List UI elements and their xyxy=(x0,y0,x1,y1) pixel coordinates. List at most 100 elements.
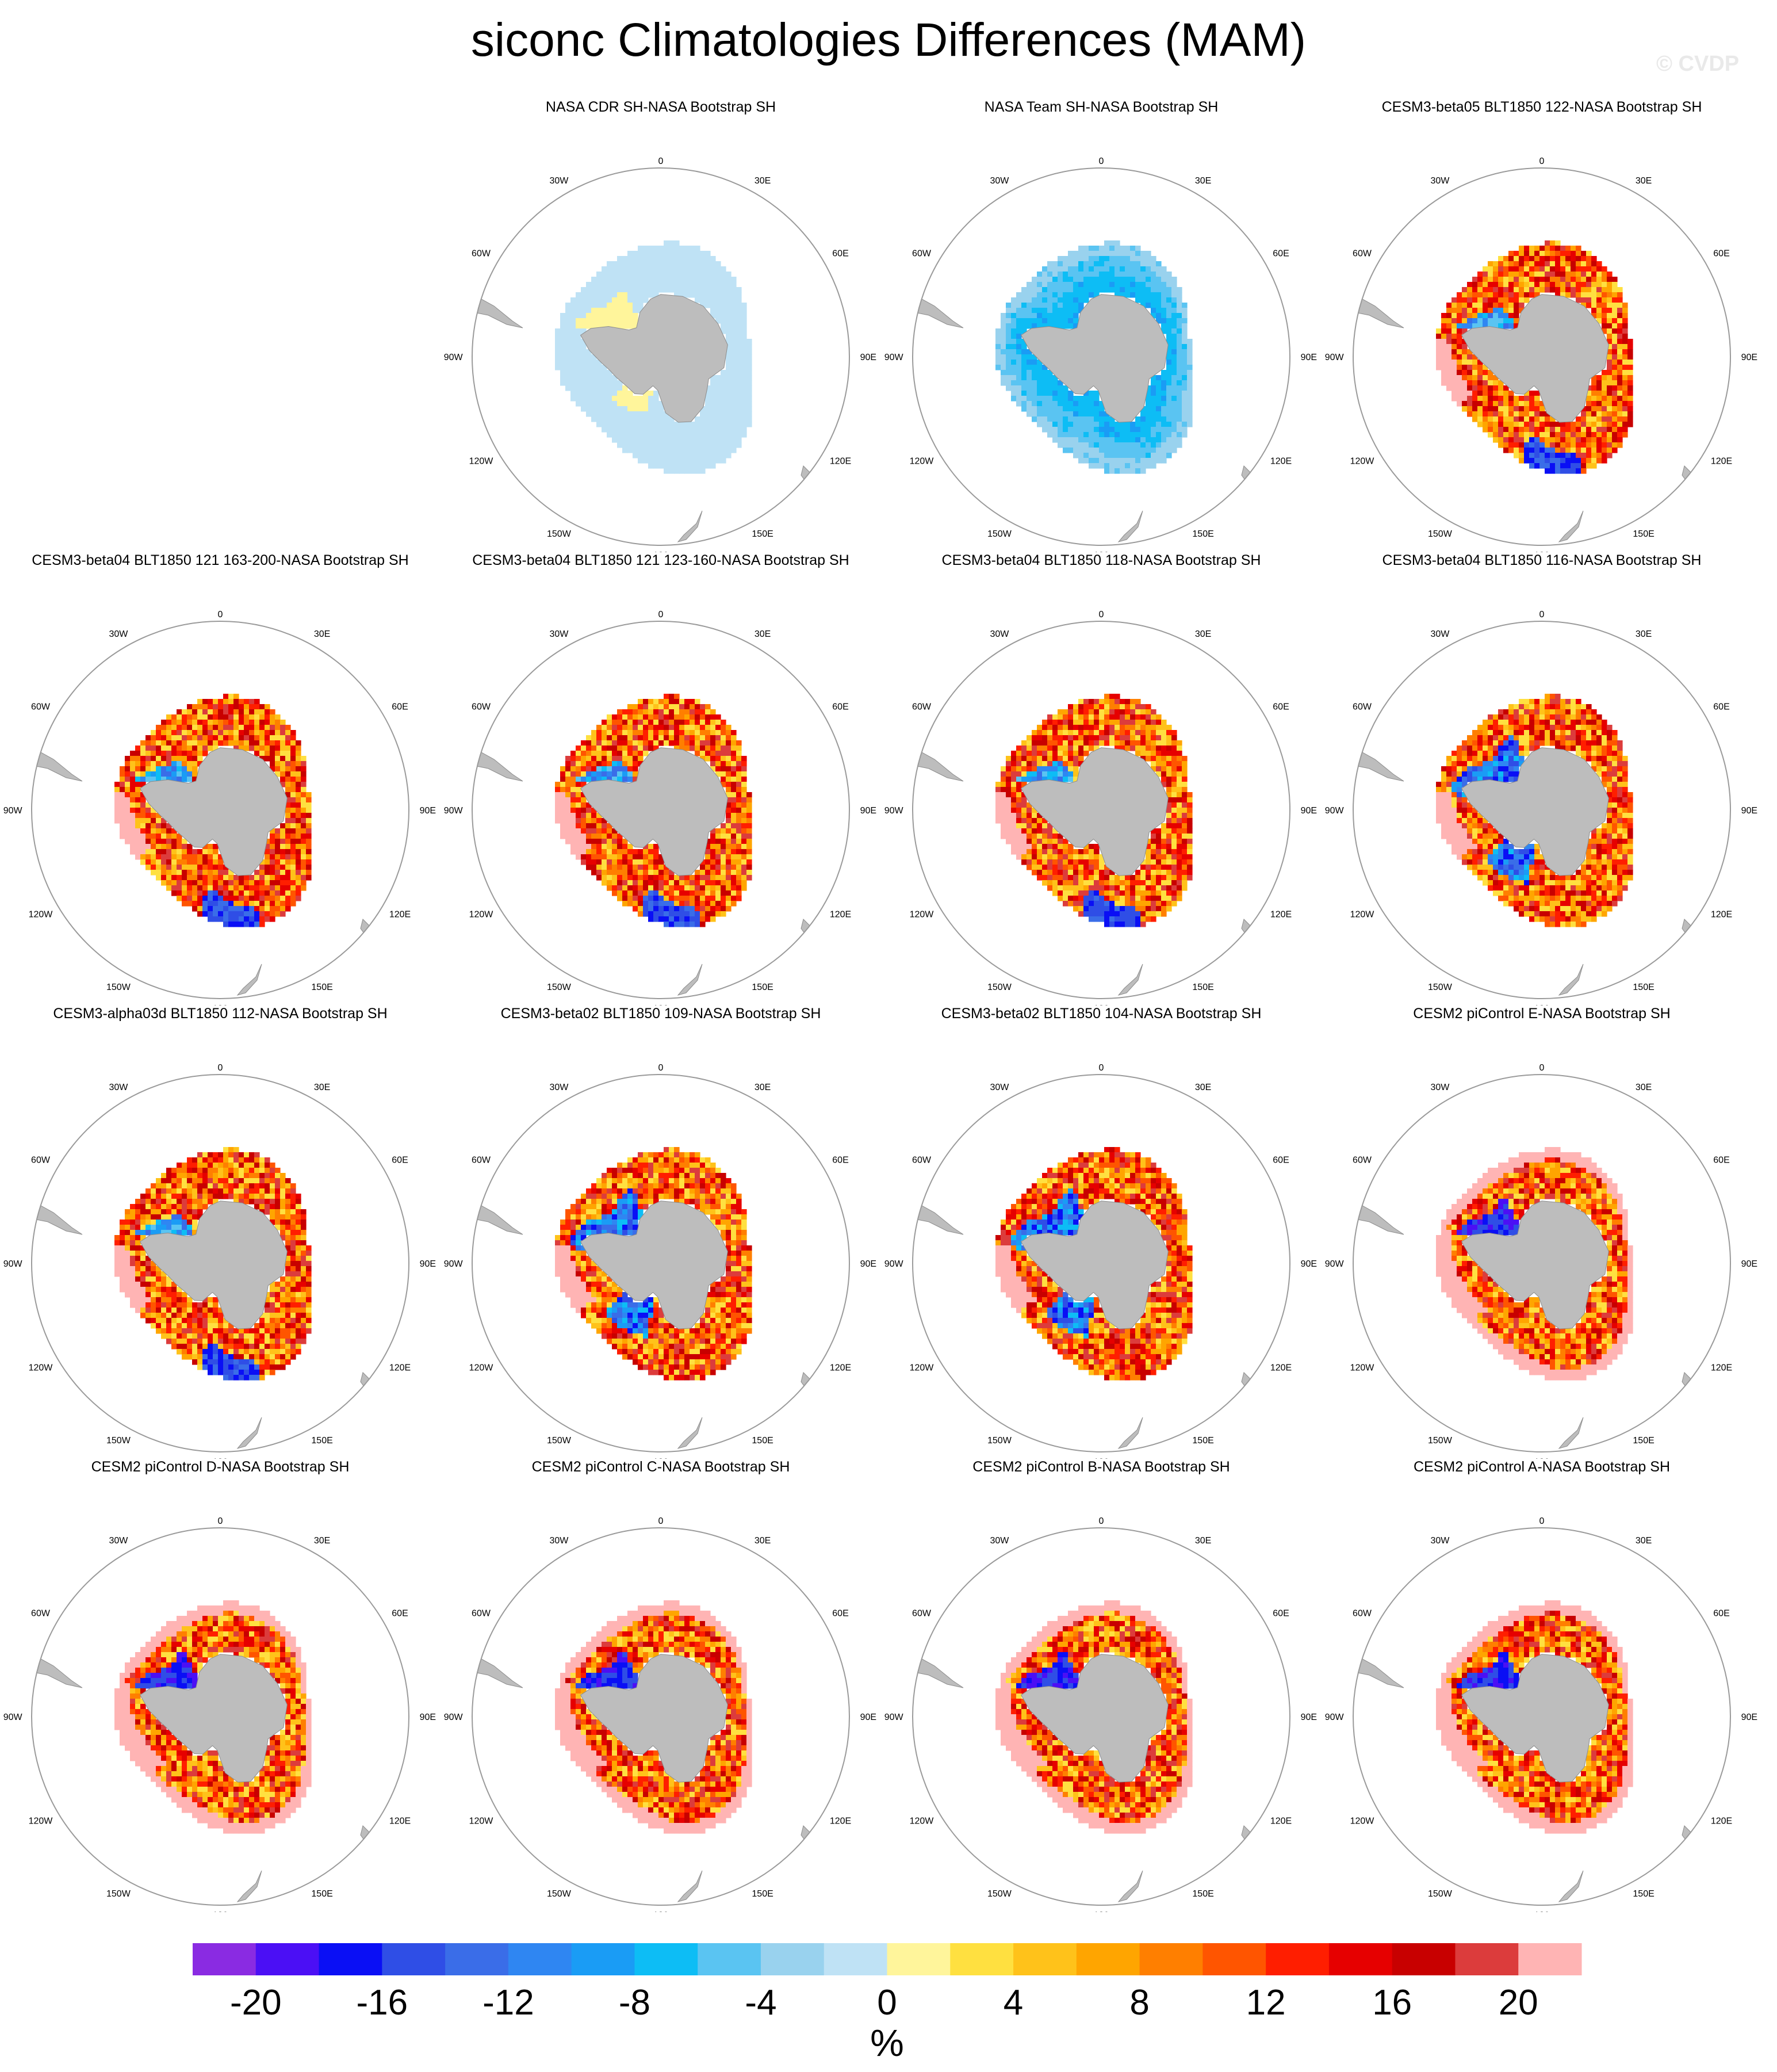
grid-cell xyxy=(1032,766,1037,772)
grid-cell xyxy=(1001,771,1006,777)
grid-cell xyxy=(633,725,638,731)
grid-cell xyxy=(1446,385,1452,391)
grid-cell xyxy=(1032,308,1037,314)
grid-cell xyxy=(280,834,286,839)
grid-cell xyxy=(695,714,700,720)
grid-cell xyxy=(1472,401,1478,407)
grid-cell xyxy=(1617,323,1623,329)
grid-cell xyxy=(285,771,291,777)
grid-cell xyxy=(265,911,270,917)
grid-cell xyxy=(1171,323,1177,329)
grid-cell xyxy=(1001,334,1006,339)
grid-cell xyxy=(705,277,711,282)
grid-cell xyxy=(669,422,675,427)
grid-cell xyxy=(275,865,281,870)
grid-cell xyxy=(710,901,716,907)
grid-cell xyxy=(643,870,649,876)
grid-cell xyxy=(1140,261,1146,267)
grid-cell xyxy=(1617,313,1623,319)
grid-cell xyxy=(1078,432,1084,438)
grid-cell xyxy=(1182,328,1188,334)
grid-cell xyxy=(1156,416,1162,422)
grid-cell xyxy=(1612,354,1618,360)
grid-cell xyxy=(664,448,669,453)
grid-cell xyxy=(622,761,628,767)
grid-cell xyxy=(731,802,737,808)
grid-cell xyxy=(1171,318,1177,324)
grid-cell xyxy=(746,834,752,839)
grid-cell xyxy=(1047,432,1053,438)
grid-cell xyxy=(1120,740,1125,746)
grid-cell xyxy=(700,266,706,272)
grid-cell xyxy=(736,323,742,329)
grid-cell xyxy=(617,401,623,407)
grid-cell xyxy=(1177,354,1182,360)
south-america-landmass xyxy=(32,746,83,782)
grid-cell xyxy=(1166,746,1172,751)
grid-cell xyxy=(555,339,561,345)
grid-cell xyxy=(1550,246,1556,251)
grid-cell xyxy=(223,709,229,715)
grid-cell xyxy=(679,453,685,458)
grid-cell xyxy=(1058,720,1063,725)
grid-cell xyxy=(1099,411,1105,417)
grid-cell xyxy=(1586,401,1592,407)
longitude-label: 180 xyxy=(653,1004,669,1006)
grid-cell xyxy=(617,266,623,272)
grid-cell xyxy=(596,766,602,772)
grid-cell xyxy=(1068,422,1074,427)
grid-cell xyxy=(1006,354,1012,360)
grid-cell xyxy=(166,756,172,762)
grid-cell xyxy=(275,740,281,746)
grid-cell xyxy=(249,740,255,746)
grid-cell xyxy=(674,730,680,736)
grid-cell xyxy=(145,777,151,782)
grid-cell xyxy=(622,416,628,422)
grid-cell xyxy=(1146,720,1151,725)
grid-cell xyxy=(1177,344,1182,350)
grid-cell xyxy=(1503,411,1509,417)
grid-cell xyxy=(679,282,685,288)
grid-cell xyxy=(306,813,312,819)
grid-cell xyxy=(1115,282,1120,288)
grid-cell xyxy=(705,422,711,427)
grid-cell xyxy=(1078,714,1084,720)
grid-cell xyxy=(653,709,659,715)
grid-cell xyxy=(202,911,208,917)
grid-cell xyxy=(1508,411,1514,417)
grid-cell xyxy=(736,854,742,860)
grid-cell xyxy=(602,318,607,324)
grid-cell xyxy=(627,287,633,293)
grid-cell xyxy=(1457,385,1462,391)
grid-cell xyxy=(581,303,587,308)
grid-cell xyxy=(612,437,618,443)
grid-cell xyxy=(125,792,131,798)
grid-cell xyxy=(1539,432,1545,438)
grid-cell xyxy=(633,416,638,422)
grid-cell xyxy=(622,865,628,870)
grid-cell xyxy=(617,323,623,329)
grid-cell xyxy=(586,771,592,777)
grid-cell xyxy=(576,292,581,298)
grid-cell xyxy=(1109,458,1115,464)
grid-cell xyxy=(736,834,742,839)
grid-cell xyxy=(1161,266,1167,272)
grid-cell xyxy=(1052,416,1058,422)
grid-cell xyxy=(1115,453,1120,458)
grid-cell xyxy=(1094,432,1100,438)
grid-cell xyxy=(570,323,576,329)
grid-cell xyxy=(617,709,623,715)
grid-cell xyxy=(1027,354,1032,360)
grid-cell xyxy=(1529,416,1535,422)
grid-cell xyxy=(1519,422,1525,427)
grid-cell xyxy=(560,766,566,772)
grid-cell xyxy=(1125,287,1131,293)
grid-cell xyxy=(1493,308,1499,314)
grid-cell xyxy=(1514,416,1519,422)
grid-cell xyxy=(1146,282,1151,288)
grid-cell xyxy=(736,308,742,314)
grid-cell xyxy=(223,699,229,705)
grid-cell xyxy=(1591,411,1597,417)
grid-cell xyxy=(1094,442,1100,448)
grid-cell xyxy=(643,740,649,746)
